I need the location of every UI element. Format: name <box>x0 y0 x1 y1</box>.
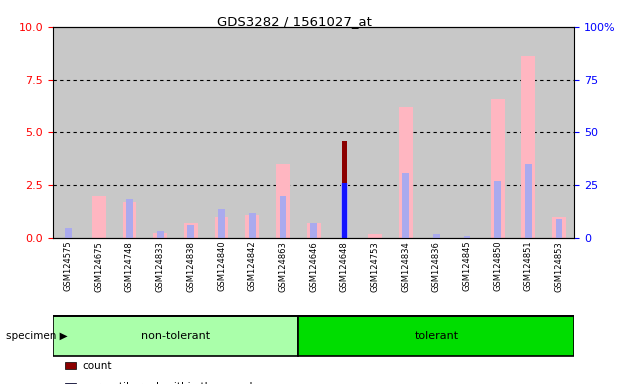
Bar <box>433 234 440 238</box>
Bar <box>276 164 290 238</box>
Bar <box>279 196 286 238</box>
Bar <box>188 225 194 238</box>
Bar <box>360 27 391 238</box>
Bar <box>218 209 225 238</box>
Bar <box>65 227 71 238</box>
Bar <box>522 56 535 238</box>
Text: percentile rank within the sample: percentile rank within the sample <box>83 382 258 384</box>
Text: count: count <box>83 361 112 371</box>
Bar <box>157 231 163 238</box>
Bar <box>342 183 347 238</box>
Bar <box>298 316 574 356</box>
Bar <box>114 27 145 238</box>
Text: GDS3282 / 1561027_at: GDS3282 / 1561027_at <box>217 15 372 28</box>
Bar <box>92 196 106 238</box>
Bar <box>464 236 470 238</box>
Bar <box>310 223 317 238</box>
Bar <box>245 215 259 238</box>
Bar <box>184 223 197 238</box>
Bar <box>483 27 513 238</box>
Bar <box>556 219 563 238</box>
Bar <box>83 27 114 238</box>
Bar <box>145 27 176 238</box>
Bar <box>215 217 229 238</box>
Bar <box>53 27 83 238</box>
Bar <box>399 107 412 238</box>
Bar <box>53 316 298 356</box>
Bar <box>494 181 501 238</box>
Bar <box>391 27 421 238</box>
Bar <box>368 234 382 238</box>
Bar <box>525 164 532 238</box>
Bar <box>268 27 298 238</box>
Bar <box>544 27 574 238</box>
Bar <box>206 27 237 238</box>
Bar <box>249 213 256 238</box>
Text: tolerant: tolerant <box>414 331 458 341</box>
Bar <box>341 183 348 238</box>
Bar <box>126 199 133 238</box>
Bar <box>552 217 566 238</box>
Bar <box>298 27 329 238</box>
Bar <box>491 99 505 238</box>
Bar <box>307 223 320 238</box>
Bar <box>122 202 137 238</box>
Bar <box>176 27 206 238</box>
Bar <box>329 27 360 238</box>
Bar <box>237 27 268 238</box>
Bar <box>513 27 544 238</box>
Bar <box>421 27 451 238</box>
Bar <box>153 233 167 238</box>
Text: non-tolerant: non-tolerant <box>141 331 210 341</box>
Text: specimen ▶: specimen ▶ <box>6 331 68 341</box>
Bar <box>342 141 347 238</box>
Bar <box>451 27 483 238</box>
Bar <box>402 173 409 238</box>
